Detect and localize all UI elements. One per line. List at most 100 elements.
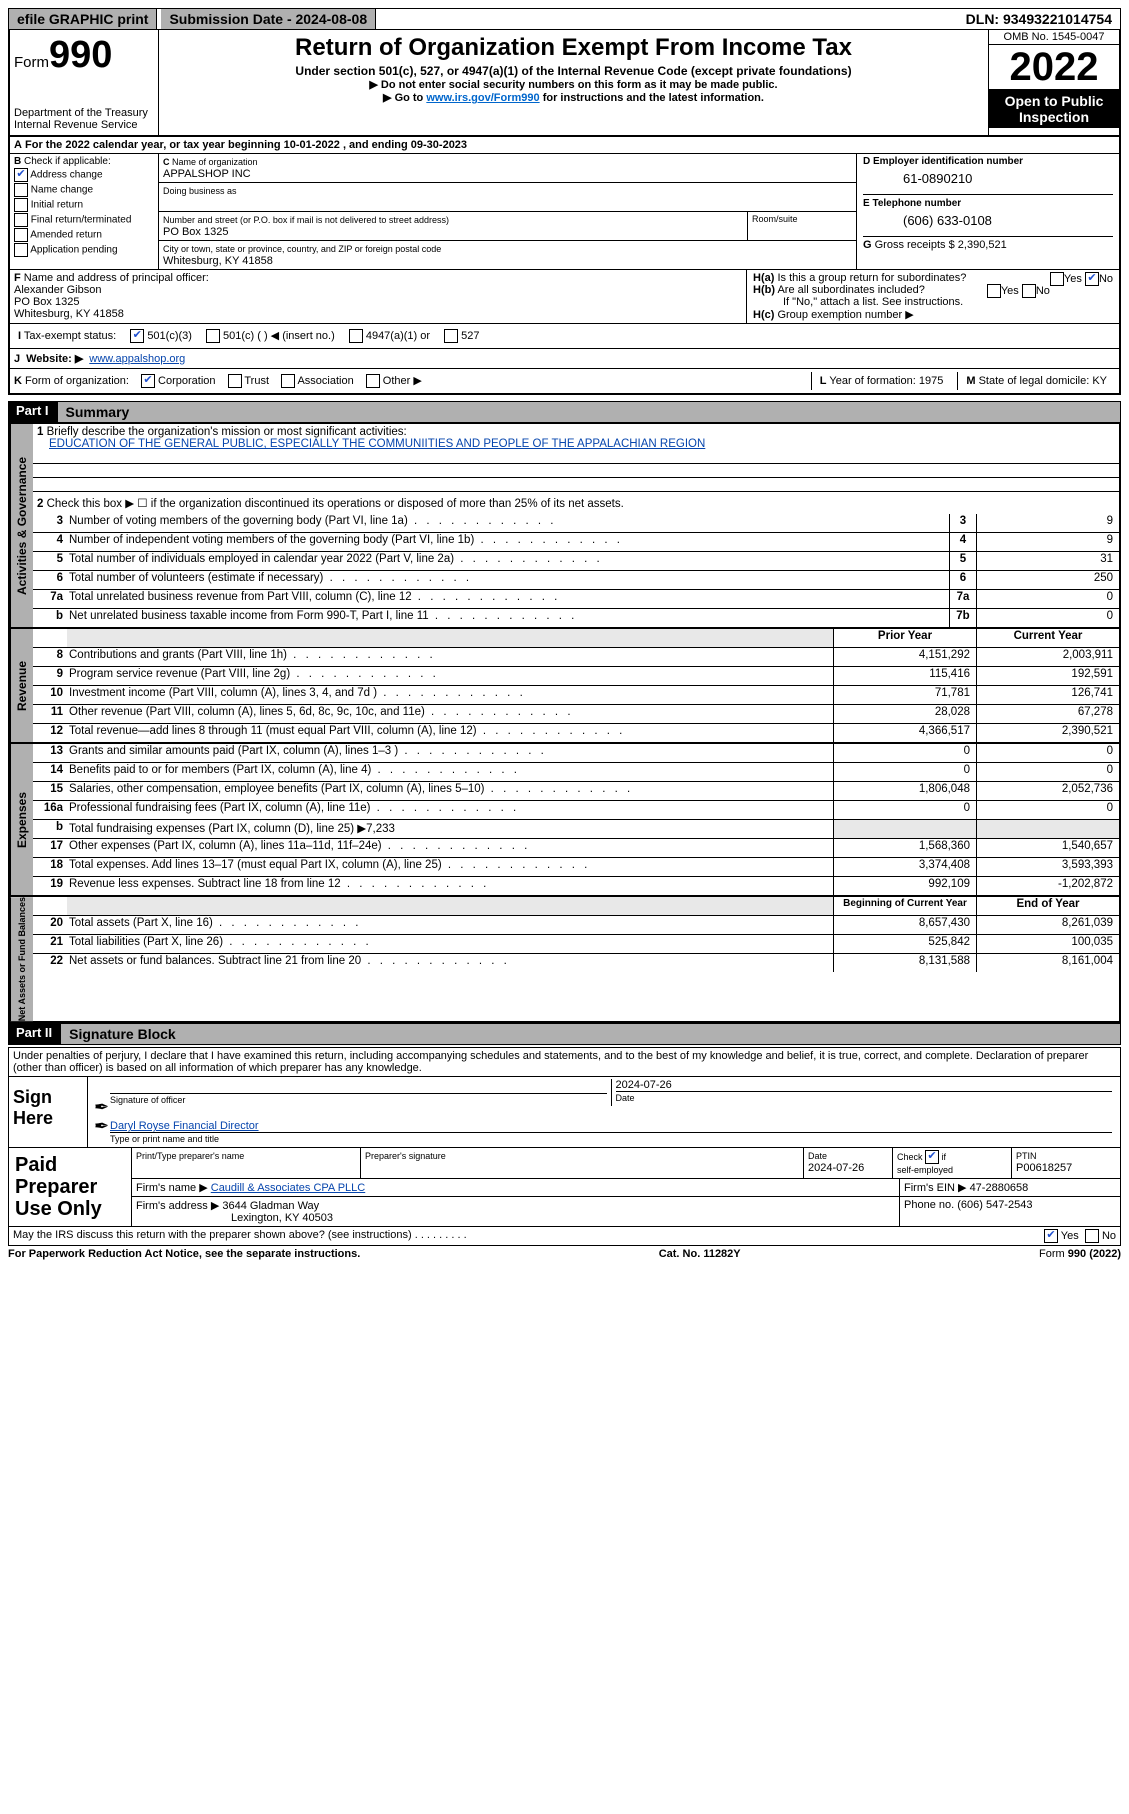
checkbox-ha-no[interactable] bbox=[1085, 272, 1099, 286]
year-formation-label: Year of formation: bbox=[829, 375, 915, 387]
checkbox-name-change[interactable] bbox=[14, 183, 28, 197]
room-suite-label: Room/suite bbox=[748, 212, 856, 240]
part2-title: Signature Block bbox=[60, 1023, 1121, 1045]
paid-preparer-label: Paid Preparer Use Only bbox=[9, 1148, 132, 1226]
year-formation: 1975 bbox=[919, 375, 943, 387]
box-d-e-g: D Employer identification number 61-0890… bbox=[856, 154, 1119, 269]
table-row: 19Revenue less expenses. Subtract line 1… bbox=[33, 877, 1119, 895]
website-link[interactable]: www.appalshop.org bbox=[89, 353, 185, 365]
domicile-label: State of legal domicile: bbox=[979, 375, 1090, 387]
checkbox-self-employed[interactable] bbox=[925, 1150, 939, 1164]
discuss-yes: Yes bbox=[1061, 1230, 1079, 1242]
checkbox-address-change[interactable] bbox=[14, 168, 28, 182]
firm-name-label: Firm's name ▶ bbox=[136, 1182, 208, 1194]
col-beginning-year: Beginning of Current Year bbox=[833, 897, 976, 915]
table-row: 16aProfessional fundraising fees (Part I… bbox=[33, 801, 1119, 820]
form-header: Form990 Department of the Treasury Inter… bbox=[8, 30, 1121, 137]
efile-print-button[interactable]: efile GRAPHIC print bbox=[9, 9, 157, 29]
line-a: A For the 2022 calendar year, or tax yea… bbox=[8, 137, 1121, 154]
officer-addr1: PO Box 1325 bbox=[14, 296, 79, 308]
check-applicable-label: Check if applicable: bbox=[24, 156, 111, 167]
website-label: Website: ▶ bbox=[26, 352, 83, 365]
opt-527: 527 bbox=[461, 330, 479, 342]
checkbox-other[interactable] bbox=[366, 374, 380, 388]
org-info-block: B Check if applicable: Address change Na… bbox=[8, 154, 1121, 270]
summary-governance: Activities & Governance 1 Briefly descri… bbox=[8, 423, 1121, 629]
checkbox-final-return[interactable] bbox=[14, 213, 28, 227]
subordinates-q: Are all subordinates included? bbox=[777, 284, 924, 296]
mission-text[interactable]: EDUCATION OF THE GENERAL PUBLIC, ESPECIA… bbox=[37, 438, 705, 450]
firm-phone-label: Phone no. bbox=[904, 1199, 954, 1211]
checkbox-assoc[interactable] bbox=[281, 374, 295, 388]
ein-label: Employer identification number bbox=[873, 156, 1023, 167]
form-number: 990 bbox=[49, 34, 112, 76]
gross-receipts-value: 2,390,521 bbox=[958, 239, 1007, 251]
table-row: 12Total revenue—add lines 8 through 11 (… bbox=[33, 724, 1119, 742]
ptin-label: PTIN bbox=[1016, 1151, 1037, 1161]
note-ssn: Do not enter social security numbers on … bbox=[381, 79, 778, 91]
checkbox-501c[interactable] bbox=[206, 329, 220, 343]
form-subtitle: Under section 501(c), 527, or 4947(a)(1)… bbox=[163, 64, 984, 78]
checkbox-corp[interactable] bbox=[141, 374, 155, 388]
table-row: 14Benefits paid to or for members (Part … bbox=[33, 763, 1119, 782]
vtab-revenue: Revenue bbox=[10, 629, 33, 742]
table-row: 8Contributions and grants (Part VIII, li… bbox=[33, 648, 1119, 667]
checkbox-ha-yes[interactable] bbox=[1050, 272, 1064, 286]
checkbox-initial-return[interactable] bbox=[14, 198, 28, 212]
type-name-label: Type or print name and title bbox=[110, 1134, 219, 1144]
form-prefix: Form bbox=[14, 54, 49, 71]
part2-header: Part II Signature Block bbox=[8, 1023, 1121, 1045]
checkbox-amended[interactable] bbox=[14, 228, 28, 242]
table-row: 10Investment income (Part VIII, column (… bbox=[33, 686, 1119, 705]
note-goto-pre: Go to bbox=[395, 92, 427, 104]
part2-label: Part II bbox=[8, 1023, 60, 1045]
firm-addr-label: Firm's address ▶ bbox=[136, 1200, 219, 1212]
table-row: 5Total number of individuals employed in… bbox=[33, 552, 1119, 571]
officer-name-title[interactable]: Daryl Royse Financial Director bbox=[110, 1120, 259, 1132]
page-footer: For Paperwork Reduction Act Notice, see … bbox=[8, 1246, 1121, 1262]
officer-addr2: Whitesburg, KY 41858 bbox=[14, 308, 124, 320]
firm-name[interactable]: Caudill & Associates CPA PLLC bbox=[211, 1182, 365, 1194]
checkbox-501c3[interactable] bbox=[130, 329, 144, 343]
top-bar: efile GRAPHIC print Submission Date - 20… bbox=[8, 8, 1121, 30]
summary-expenses: Expenses 13Grants and similar amounts pa… bbox=[8, 744, 1121, 897]
opt-final-return: Final return/terminated bbox=[31, 215, 132, 226]
officer-group-block: F Name and address of principal officer:… bbox=[8, 270, 1121, 324]
opt-501c: 501(c) ( ) ◀ (insert no.) bbox=[223, 330, 335, 342]
open-inspection: Open to Public Inspection bbox=[989, 89, 1119, 128]
footer-paperwork: For Paperwork Reduction Act Notice, see … bbox=[8, 1248, 360, 1260]
checkbox-discuss-yes[interactable] bbox=[1044, 1229, 1058, 1243]
opt-app-pending: Application pending bbox=[30, 245, 117, 256]
dln: DLN: 93493221014754 bbox=[958, 9, 1120, 29]
dept-treasury: Department of the Treasury bbox=[14, 107, 154, 119]
discuss-no: No bbox=[1102, 1230, 1116, 1242]
form-org-label: Form of organization: bbox=[25, 375, 129, 387]
subordinates-note: If "No," attach a list. See instructions… bbox=[753, 296, 963, 308]
preparer-date: 2024-07-26 bbox=[808, 1162, 864, 1174]
checkbox-trust[interactable] bbox=[228, 374, 242, 388]
checkbox-hb-no[interactable] bbox=[1022, 284, 1036, 298]
checkbox-4947[interactable] bbox=[349, 329, 363, 343]
checkbox-app-pending[interactable] bbox=[14, 243, 28, 257]
box-c: C Name of organization APPALSHOP INC Doi… bbox=[159, 154, 856, 269]
table-row: 18Total expenses. Add lines 13–17 (must … bbox=[33, 858, 1119, 877]
penalty-text: Under penalties of perjury, I declare th… bbox=[9, 1048, 1120, 1076]
opt-initial-return: Initial return bbox=[31, 200, 83, 211]
firm-addr2: Lexington, KY 40503 bbox=[136, 1212, 333, 1224]
firm-addr1: 3644 Gladman Way bbox=[222, 1200, 319, 1212]
checkbox-discuss-no[interactable] bbox=[1085, 1229, 1099, 1243]
ein-value: 61-0890210 bbox=[863, 167, 1113, 190]
opt-association: Association bbox=[297, 375, 353, 387]
part1-label: Part I bbox=[8, 401, 57, 423]
checkbox-hb-yes[interactable] bbox=[987, 284, 1001, 298]
firm-ein: 47-2880658 bbox=[970, 1182, 1029, 1194]
irs-link[interactable]: www.irs.gov/Form990 bbox=[426, 92, 539, 104]
vtab-expenses: Expenses bbox=[10, 744, 33, 895]
signature-block: Under penalties of perjury, I declare th… bbox=[8, 1047, 1121, 1246]
officer-name: Alexander Gibson bbox=[14, 284, 101, 296]
col-prior-year: Prior Year bbox=[833, 629, 976, 647]
irs-discuss-q: May the IRS discuss this return with the… bbox=[13, 1229, 412, 1241]
discontinued-check: Check this box ▶ ☐ if the organization d… bbox=[47, 498, 624, 510]
checkbox-527[interactable] bbox=[444, 329, 458, 343]
ptin-value: P00618257 bbox=[1016, 1162, 1072, 1174]
